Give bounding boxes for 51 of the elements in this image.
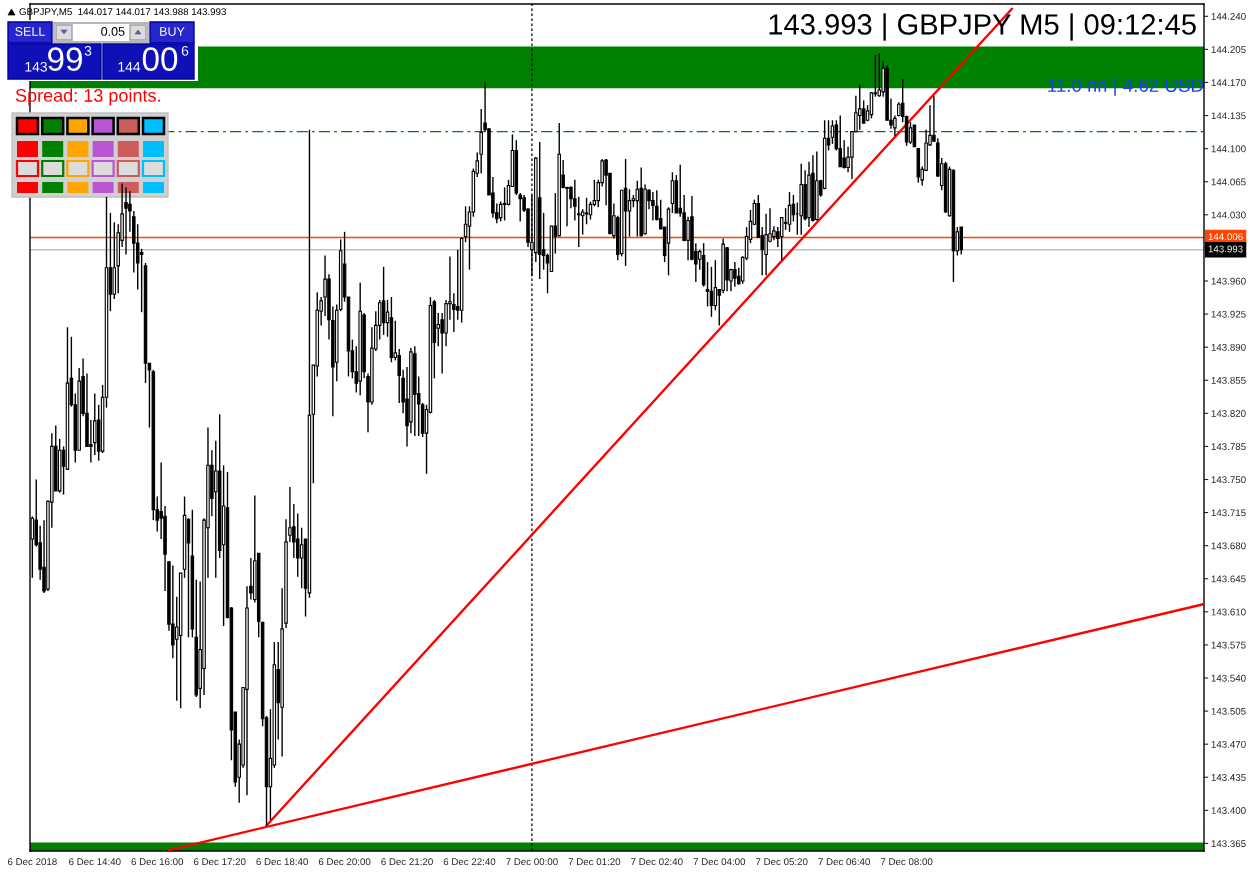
annotation: BUY [160,27,185,36]
y-tick-label: 144.240 [1211,13,1246,20]
y-tick-label: 143.365 [1211,840,1246,848]
y-tick-label: 143.435 [1211,774,1246,781]
y-tick-label: 143.715 [1211,509,1246,517]
y-tick-label: 143.540 [1211,674,1246,682]
y-tick-label: 144.205 [1211,46,1246,53]
annotation: 0.05 [101,27,125,36]
x-tick-label: 7 Dec 01:20 [568,858,621,866]
x-tick-label: 6 Dec 14:40 [69,858,121,866]
x-tick-label: 6 Dec 20:00 [318,858,371,866]
y-tick-label: 143.750 [1211,476,1246,484]
annotation: 6 [181,45,189,56]
y-tick-label: 143.680 [1211,542,1246,550]
x-tick-label: 7 Dec 04:00 [693,858,746,866]
x-tick-label: 7 Dec 02:40 [631,858,683,866]
x-tick-label: 7 Dec 06:40 [818,858,870,866]
ref-line-label: 143.993 [1208,245,1243,253]
y-tick-label: 144.030 [1211,211,1246,219]
y-tick-label: 143.820 [1211,410,1246,417]
x-tick-label: 6 Dec 21:20 [381,858,433,866]
y-tick-label: 144.170 [1211,79,1246,87]
annotation: SELL [15,27,45,36]
annotation: 00 [142,47,178,71]
y-tick-label: 143.925 [1211,310,1246,318]
x-tick-label: 6 Dec 2018 [7,858,57,866]
y-tick-label: 143.890 [1211,343,1246,351]
y-tick-label: 143.960 [1211,277,1246,285]
x-tick-label: 7 Dec 00:00 [506,858,558,866]
x-tick-label: 6 Dec 18:40 [256,858,308,866]
y-tick-label: 143.855 [1211,376,1246,384]
x-tick-label: 7 Dec 05:20 [755,858,808,866]
y-tick-label: 144.100 [1211,145,1246,153]
y-tick-label: 143.610 [1211,608,1246,616]
y-tick-label: 143.470 [1211,740,1246,748]
annotation: 3 [84,45,92,56]
y-tick-label: 143.575 [1211,641,1246,649]
y-tick-label: 143.400 [1211,807,1246,814]
annotation: 143 [25,61,47,72]
y-tick-label: 144.065 [1211,178,1246,186]
x-tick-label: 6 Dec 16:00 [131,858,184,866]
x-tick-label: 6 Dec 17:20 [193,858,246,866]
ref-line-label: 144.006 [1208,233,1243,241]
annotation: 99 [48,47,82,71]
y-tick-label: 143.785 [1211,443,1246,451]
y-tick-label: 143.645 [1211,575,1246,583]
y-tick-label: 144.135 [1211,112,1246,120]
y-tick-label: 143.505 [1211,707,1246,715]
x-tick-label: 6 Dec 22:40 [443,858,496,866]
annotation: 144 [118,62,141,72]
x-tick-label: 7 Dec 08:00 [880,858,933,866]
